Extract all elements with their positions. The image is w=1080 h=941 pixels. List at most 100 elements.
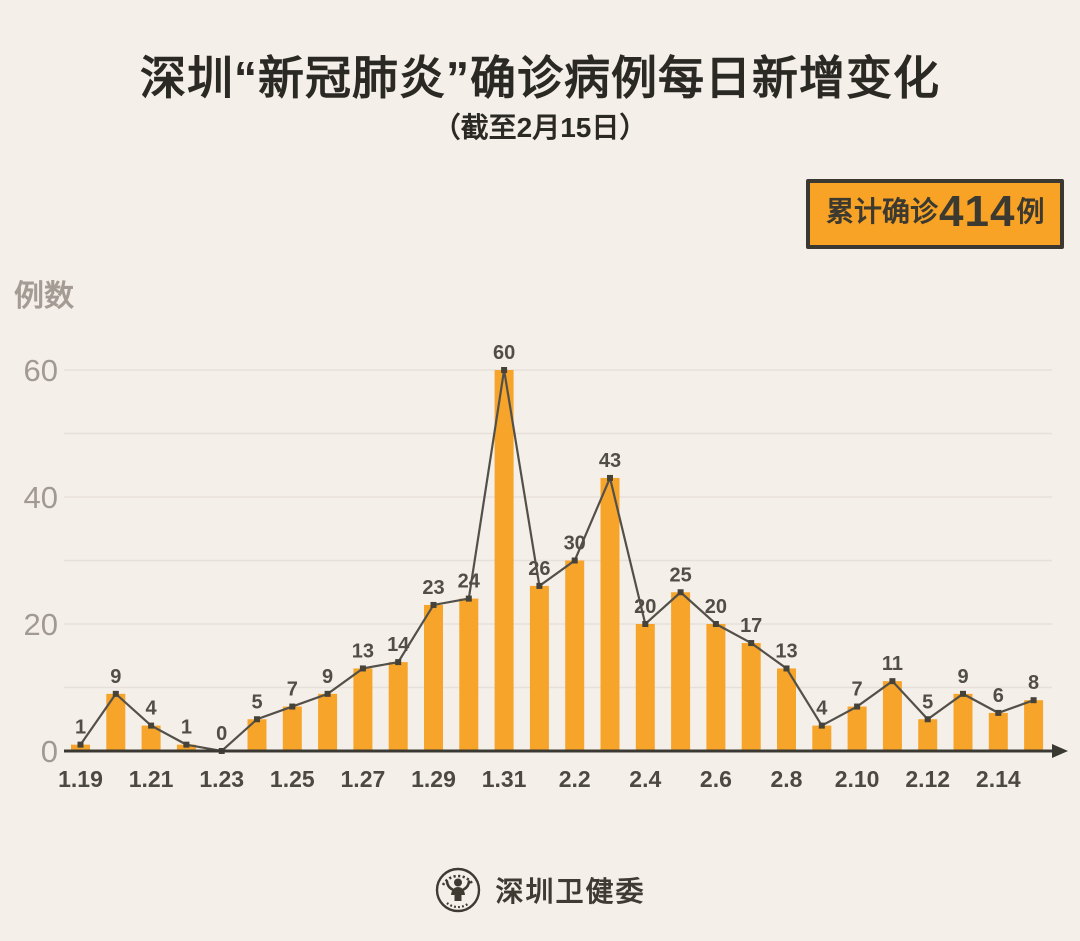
x-tick-label: 2.14 [976,766,1021,792]
x-tick-label: 2.8 [771,766,803,792]
bar [282,706,302,751]
data-point-marker [783,665,790,672]
data-point-marker [642,621,649,627]
y-tick-label: 0 [41,734,58,769]
value-label: 20 [705,596,727,618]
data-point-marker [571,557,578,564]
bar [600,477,620,751]
value-label: 30 [564,533,586,555]
bar [459,598,479,751]
bar [247,719,267,751]
y-tick-label: 60 [24,353,58,388]
data-point-marker [536,582,543,589]
bar [918,719,938,751]
value-label: 17 [740,615,762,637]
bar [671,592,691,751]
data-point-marker [430,601,437,608]
badge-prefix-label: 累计确诊 [826,196,939,227]
y-tick-label: 40 [24,480,58,515]
x-tick-label: 2.12 [905,766,950,792]
bar [706,624,726,751]
data-point-marker [677,589,684,596]
value-label: 1 [181,717,192,739]
data-point-marker [465,595,472,602]
cumulative-total-badge: 累计确诊 414 例 [806,179,1065,249]
value-label: 43 [599,450,621,472]
data-point-marker [254,716,260,723]
x-axis-arrow [1052,744,1068,758]
bar [847,706,867,751]
x-tick-label: 2.4 [629,766,661,792]
value-label: 1 [75,717,86,739]
data-point-marker [183,741,190,748]
value-label: 26 [528,558,550,580]
value-label: 9 [957,666,968,688]
value-label: 25 [669,564,691,586]
bar [953,693,973,751]
data-point-marker [359,665,366,672]
data-point-marker [501,367,508,373]
bar [141,725,161,751]
value-label: 9 [322,666,333,688]
health-commission-seal-icon [434,866,482,914]
bar [529,585,549,751]
x-tick-label: 2.2 [559,766,591,792]
data-point-marker [607,474,613,481]
data-line [79,369,1034,753]
data-point-marker [289,703,296,710]
value-label: 20 [634,596,656,618]
x-tick-label: 1.19 [58,766,103,792]
value-label: 0 [216,723,227,745]
bar [71,744,90,751]
badge-suffix-label: 例 [1016,196,1045,227]
data-point-marker [395,659,402,666]
badge-total-number: 414 [939,187,1016,236]
bar [812,725,832,751]
x-tick-label: 2.6 [700,766,732,792]
data-point-marker [148,722,155,729]
value-label: 5 [251,691,262,713]
value-label: 11 [882,653,903,675]
bar [988,712,1008,751]
bar [741,643,761,751]
value-label: 60 [493,342,515,364]
footer: 深圳卫健委 [0,866,1080,914]
bar [882,681,902,751]
y-axis-title: 例数 [14,280,75,313]
data-point-marker [712,621,719,627]
x-tick-label: 2.10 [835,766,880,792]
data-point-marker [854,703,861,710]
value-label: 7 [852,679,863,701]
bar [106,693,126,751]
page-subtitle: （截至2月15日） [432,112,648,143]
data-point-marker [324,690,331,697]
data-point-marker [818,722,825,729]
bar [388,662,408,751]
data-point-marker [112,690,119,697]
bar [1024,700,1044,751]
bar [635,624,655,751]
x-tick-label: 1.25 [270,766,315,792]
value-label: 6 [993,685,1004,707]
value-label: 14 [387,634,410,656]
value-label: 13 [775,640,797,662]
value-label: 4 [816,698,828,720]
bar [777,668,796,751]
data-point-marker [924,716,931,723]
value-label: 24 [458,571,481,593]
y-tick-label: 20 [24,607,58,642]
value-label: 23 [422,577,444,599]
data-point-marker [960,690,966,697]
value-label: 13 [352,640,374,662]
value-label: 7 [287,679,298,701]
x-tick-label: 1.21 [129,766,174,792]
data-point-marker [889,678,896,685]
bar [353,668,373,751]
footer-org-name: 深圳卫健委 [495,876,646,907]
x-tick-label: 1.29 [411,766,456,792]
data-point-marker [748,640,755,647]
x-tick-label: 1.31 [482,766,527,792]
data-point-marker [995,709,1002,716]
